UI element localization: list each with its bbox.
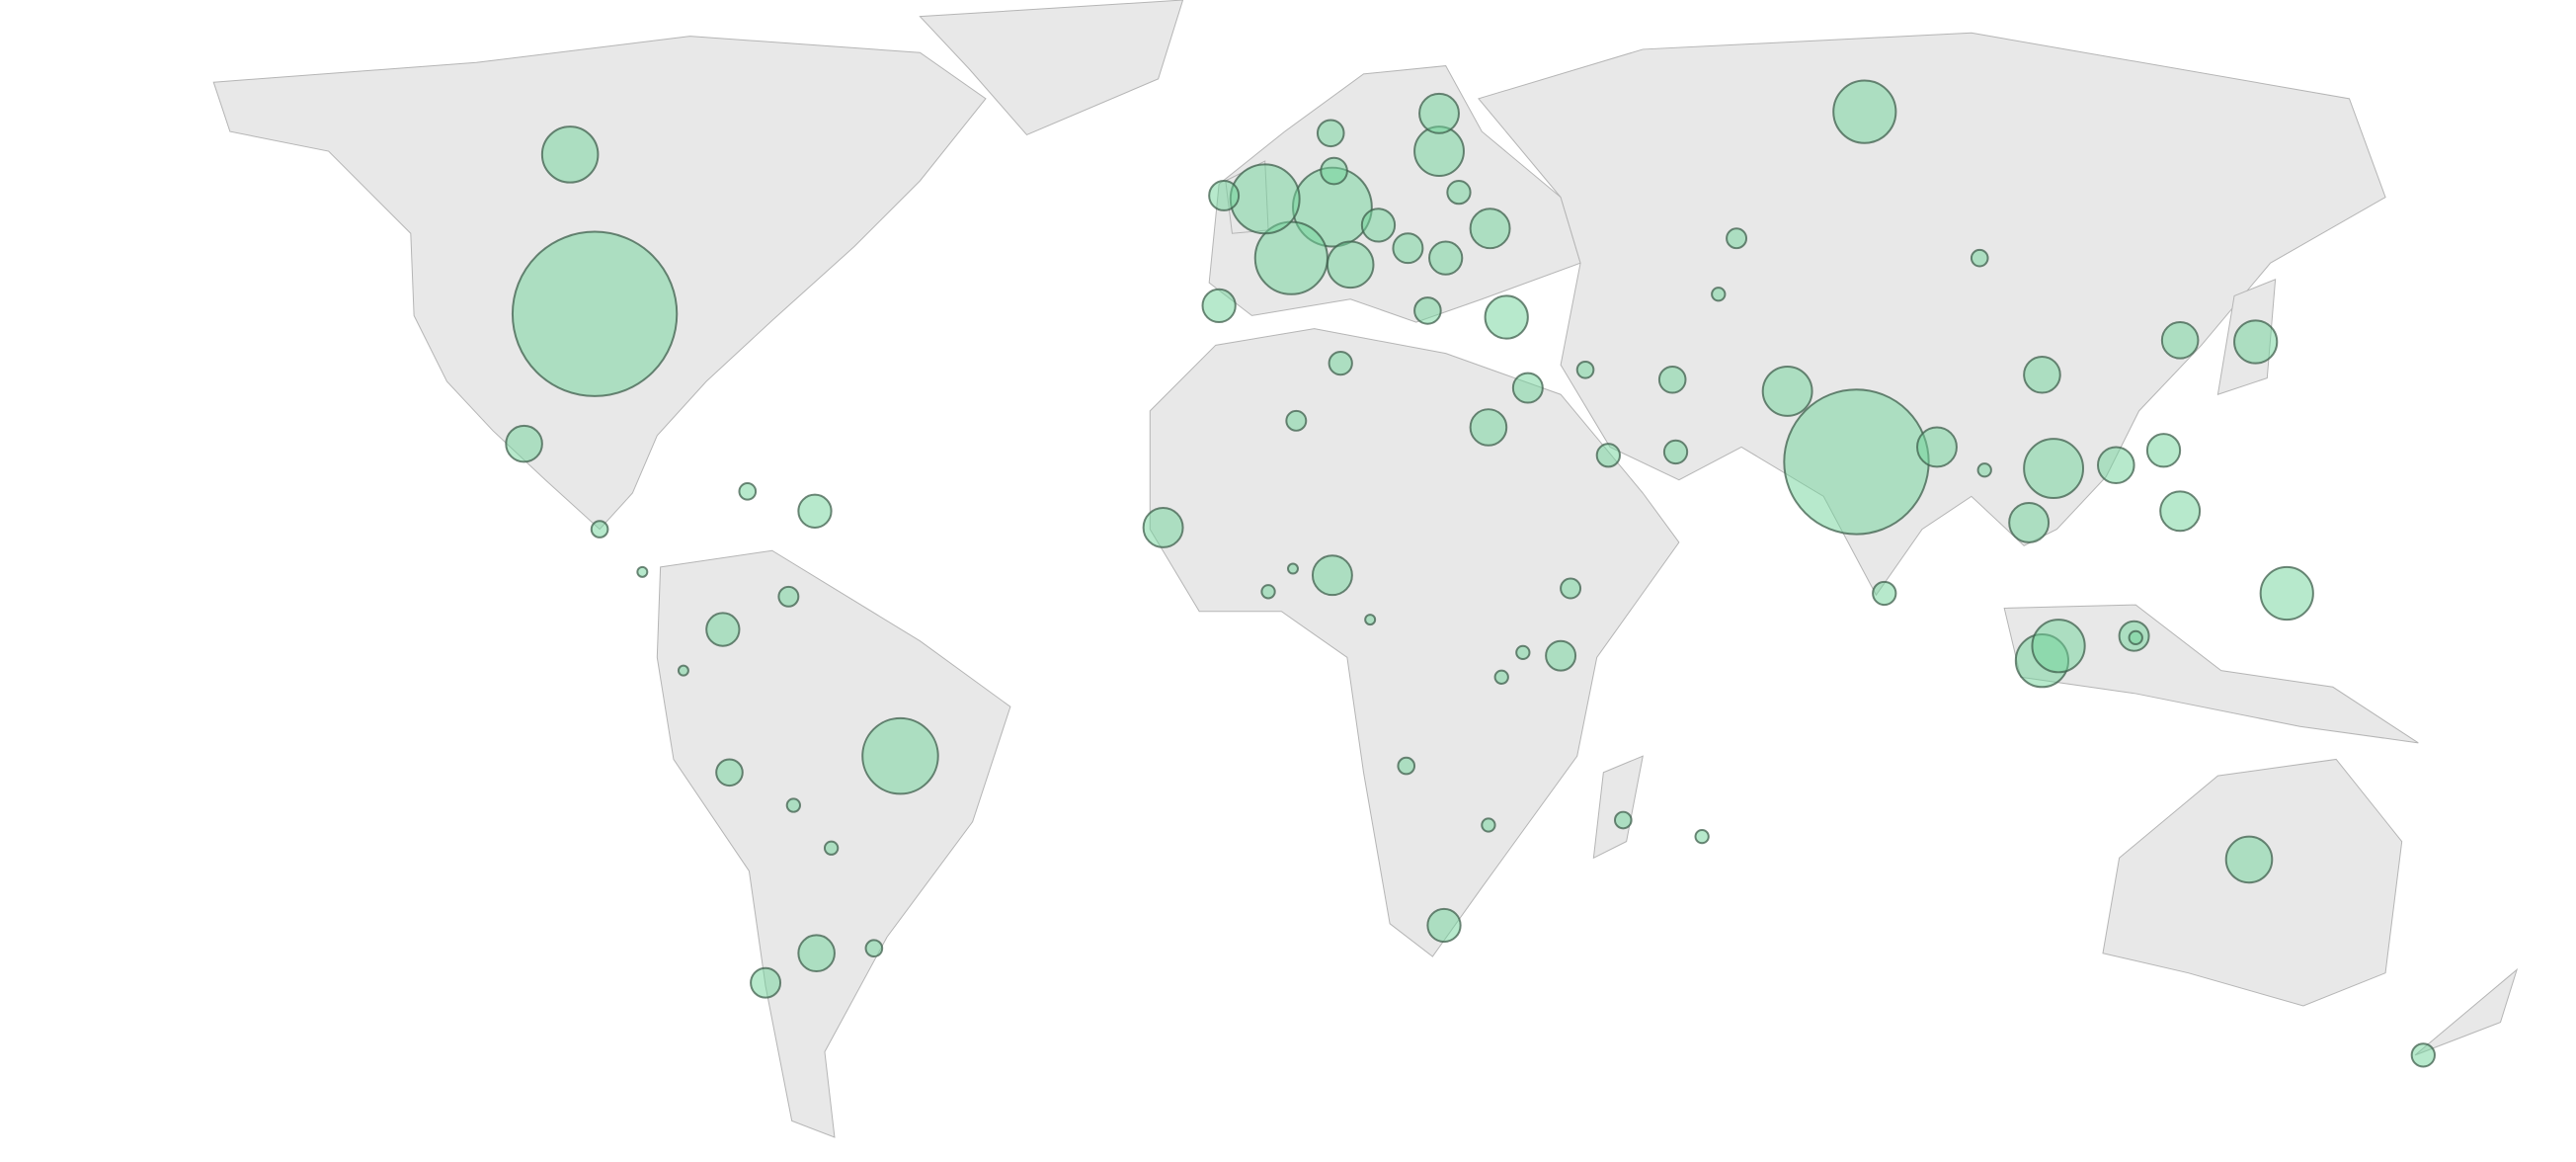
bubble — [1260, 584, 1276, 600]
bubble — [2159, 490, 2202, 533]
bubble — [2023, 438, 2085, 500]
bubble — [1976, 462, 1992, 478]
bubble — [1832, 79, 1897, 144]
bubble — [1392, 232, 1424, 265]
madagascar — [1592, 755, 1644, 860]
bubble — [2096, 446, 2135, 485]
africa — [1149, 328, 1680, 957]
bubble — [1726, 227, 1748, 250]
southeast-asia-islands — [2003, 604, 2419, 744]
bubble — [1326, 240, 1375, 290]
bubble — [1285, 409, 1308, 432]
bubble — [1783, 388, 1930, 536]
bubble — [1711, 287, 1727, 302]
bubble — [1229, 163, 1301, 235]
bubble — [1428, 240, 1464, 276]
bubble — [1575, 360, 1595, 379]
bubble — [785, 797, 802, 813]
bubble — [1493, 669, 1509, 685]
bubble — [1311, 554, 1353, 597]
asia — [1478, 32, 2386, 597]
bubble — [2128, 629, 2143, 646]
bubble — [1484, 294, 1529, 340]
bubble — [2233, 319, 2279, 365]
bubble — [511, 230, 679, 397]
bubble — [797, 493, 833, 529]
bubble — [1613, 810, 1633, 830]
bubble — [1316, 119, 1345, 148]
bubble — [2023, 355, 2061, 394]
bubble — [590, 520, 609, 539]
bubble — [1446, 179, 1472, 206]
bubble — [2031, 619, 2086, 674]
bubble — [1287, 562, 1299, 575]
bubble — [1694, 828, 1710, 845]
bubbles — [505, 79, 2436, 1068]
bubble — [1515, 644, 1531, 661]
bubble — [1662, 439, 1689, 465]
bubble — [1872, 580, 1897, 607]
greenland — [919, 0, 1184, 136]
bubble — [1761, 365, 1813, 417]
bubble — [677, 664, 689, 677]
bubble — [1360, 208, 1397, 243]
bubble — [777, 585, 800, 608]
bubble — [1511, 372, 1544, 404]
bubble — [1481, 817, 1496, 833]
bubble — [1328, 350, 1353, 376]
bubble — [1364, 614, 1377, 626]
bubble — [1413, 296, 1442, 325]
bubble — [1595, 443, 1621, 468]
bubble — [1970, 248, 1989, 268]
new-zealand — [2414, 967, 2519, 1056]
bubble — [2224, 835, 2274, 884]
bubble — [1469, 208, 1511, 250]
bubble — [1201, 288, 1237, 324]
bubble — [636, 565, 649, 578]
bubble — [2008, 501, 2051, 543]
bubble — [864, 939, 884, 958]
bubble — [705, 612, 741, 647]
bubble — [1320, 156, 1348, 186]
bubble — [1208, 179, 1241, 211]
bubble — [715, 758, 744, 788]
bubble — [1426, 907, 1462, 944]
bubble — [1469, 408, 1508, 447]
bubble — [823, 840, 840, 856]
bubble — [540, 125, 600, 184]
bubble — [1397, 756, 1416, 776]
bubble — [738, 482, 758, 501]
bubble — [1657, 365, 1687, 394]
bubble — [861, 716, 939, 795]
bubble — [1418, 92, 1460, 134]
bubble — [2145, 433, 2182, 468]
bubble — [750, 966, 782, 999]
bubble — [1142, 506, 1184, 548]
bubble — [2410, 1042, 2436, 1068]
bubble — [505, 424, 543, 463]
bubble — [1560, 577, 1582, 600]
bubble — [797, 934, 836, 973]
bubble — [1916, 426, 1958, 468]
bubble — [2160, 321, 2200, 360]
bubble — [1545, 639, 1577, 672]
bubble — [2259, 565, 2314, 622]
